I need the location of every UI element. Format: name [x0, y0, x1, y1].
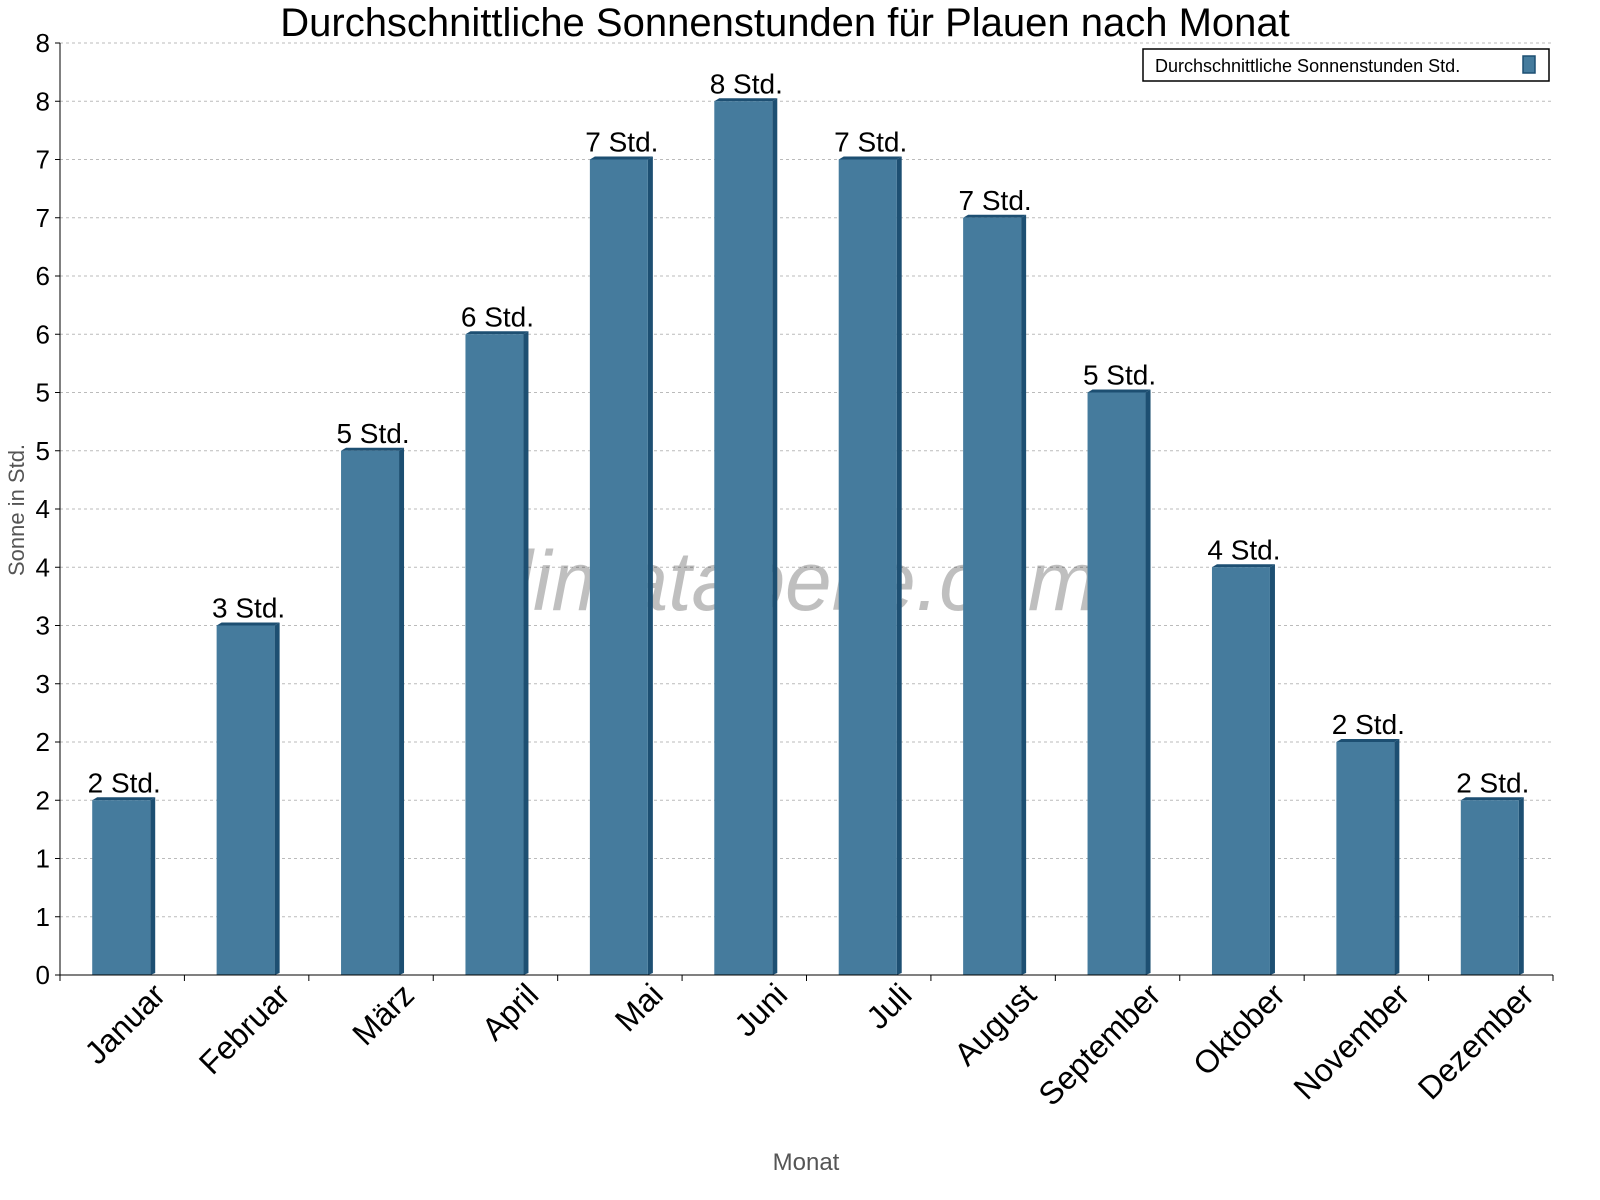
- bar-side: [1269, 564, 1275, 975]
- bar-side: [274, 622, 280, 975]
- bar-side: [896, 156, 902, 975]
- x-tick-label: März: [345, 976, 421, 1052]
- bar: [714, 101, 773, 975]
- x-tick-label: September: [1031, 976, 1167, 1112]
- bar-top: [341, 447, 405, 451]
- bar: [838, 159, 897, 975]
- data-label: 4 Std.: [1207, 534, 1280, 565]
- y-tick-label: 3: [36, 611, 50, 641]
- bar-top: [838, 156, 902, 160]
- bar-top: [1460, 797, 1524, 801]
- y-tick-label: 4: [36, 552, 50, 582]
- bar-top: [1336, 739, 1400, 742]
- data-label: 6 Std.: [461, 301, 534, 332]
- bar-top: [216, 622, 280, 626]
- bar-side: [1145, 389, 1151, 975]
- legend: Durchschnittliche Sonnenstunden Std.: [1142, 48, 1550, 82]
- data-label: 2 Std.: [1332, 709, 1405, 740]
- data-label: 7 Std.: [585, 127, 658, 158]
- bar: [589, 159, 648, 975]
- x-tick-label: August: [947, 976, 1043, 1072]
- x-tick-label: Januar: [78, 976, 173, 1071]
- data-label: 8 Std.: [710, 68, 783, 99]
- bar: [92, 800, 151, 975]
- data-label: 2 Std.: [88, 767, 161, 798]
- bar: [1211, 567, 1270, 975]
- bar-top: [92, 797, 156, 801]
- bar: [1460, 800, 1519, 975]
- bar: [216, 625, 275, 975]
- y-tick-label: 5: [36, 436, 50, 466]
- y-tick-label: 5: [36, 378, 50, 408]
- x-tick-label: Mai: [608, 976, 670, 1038]
- x-tick-label: Juni: [727, 976, 794, 1043]
- y-tick-label: 6: [36, 319, 50, 349]
- data-label: 7 Std.: [959, 185, 1032, 216]
- y-tick-label: 1: [36, 844, 50, 874]
- x-axis-label: Monat: [773, 1149, 840, 1176]
- y-tick-label: 8: [36, 86, 50, 116]
- data-label: 2 Std.: [1456, 767, 1529, 798]
- x-tick-label: Februar: [192, 976, 297, 1081]
- bar-side: [399, 447, 405, 975]
- y-tick-label: 2: [36, 727, 50, 757]
- y-tick-label: 6: [36, 261, 50, 291]
- y-tick-label: 2: [36, 785, 50, 815]
- bar-side: [772, 98, 778, 975]
- bar-top: [589, 156, 653, 160]
- data-label: 7 Std.: [834, 127, 907, 158]
- legend-box: [1142, 48, 1550, 82]
- legend-label: Durchschnittliche Sonnenstunden Std.: [1155, 56, 1460, 76]
- y-tick-label: 0: [36, 960, 50, 990]
- legend-swatch: [1522, 55, 1536, 74]
- y-axis-label: Sonne in Std.: [4, 444, 29, 576]
- bar: [465, 334, 524, 975]
- bar: [1336, 742, 1395, 975]
- y-tick-label: 7: [36, 203, 50, 233]
- y-tick-label: 1: [36, 902, 50, 932]
- bar-side: [1021, 214, 1027, 975]
- y-tick-label: 8: [36, 28, 50, 58]
- x-tick-label: November: [1286, 976, 1416, 1106]
- x-tick-label: April: [475, 976, 546, 1047]
- bar: [963, 217, 1022, 975]
- bar-side: [1394, 739, 1400, 975]
- bar: [341, 450, 400, 975]
- x-tick-label: Oktober: [1186, 976, 1292, 1082]
- data-label: 3 Std.: [212, 593, 285, 624]
- data-label: 5 Std.: [336, 418, 409, 449]
- y-tick-label: 4: [36, 494, 50, 524]
- bar-top: [714, 98, 778, 102]
- y-tick-label: 3: [36, 669, 50, 699]
- bar-side: [523, 331, 529, 975]
- x-tick-label: Dezember: [1411, 976, 1541, 1106]
- y-tick-label: 7: [36, 145, 50, 175]
- bar-top: [465, 331, 529, 335]
- data-label: 5 Std.: [1083, 360, 1156, 391]
- x-tick-label: Juli: [859, 976, 918, 1035]
- chart-title: Durchschnittliche Sonnenstunden für Plau…: [280, 1, 1290, 45]
- bar-top: [963, 214, 1027, 218]
- bar-top: [1211, 564, 1275, 568]
- bar-top: [1087, 389, 1151, 393]
- bar: [1087, 392, 1146, 975]
- bar-side: [150, 797, 156, 975]
- bar-side: [1518, 797, 1524, 975]
- bar-side: [647, 156, 653, 975]
